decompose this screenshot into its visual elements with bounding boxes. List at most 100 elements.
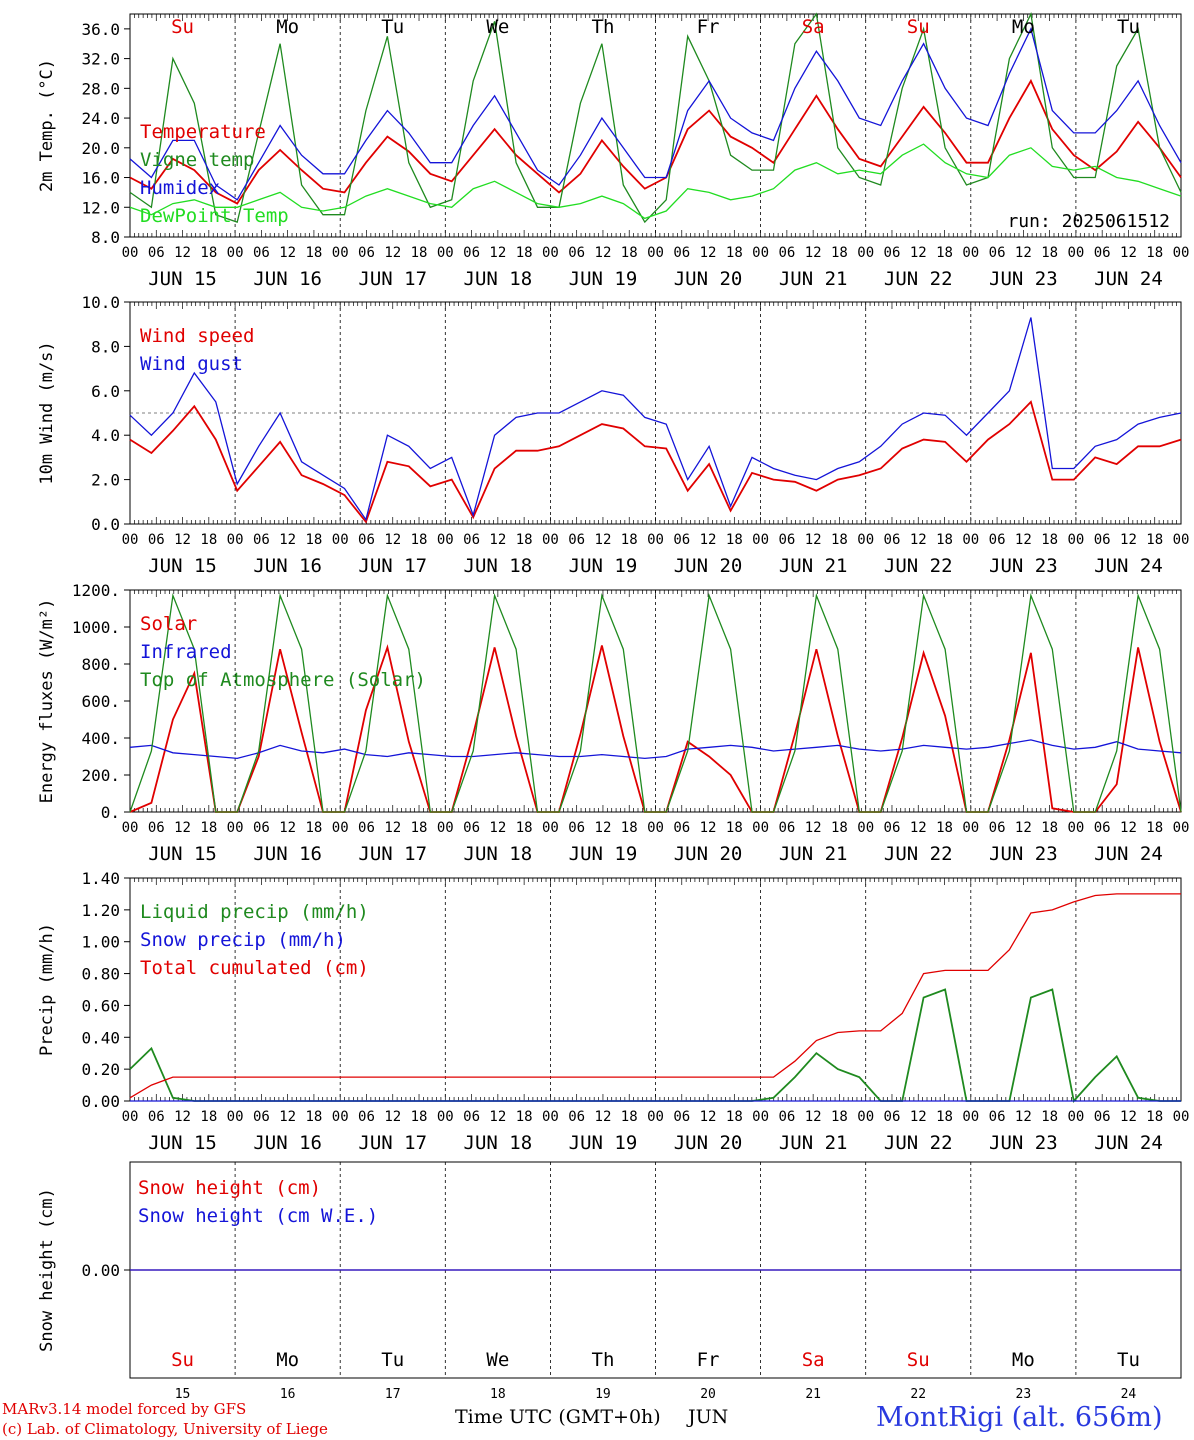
panel-1-xtick-label: 12 [1120,532,1137,548]
panel-1-date-label: JUN 16 [253,555,322,577]
panel-2-date-label: JUN 17 [358,843,427,865]
day-name-bottom: Su [171,1349,194,1371]
day-name-bottom: Tu [1117,1349,1140,1371]
panel-2-legend-0: Solar [140,613,197,635]
panel-0-xtick-label: 18 [200,245,217,261]
panel-3-date-label: JUN 20 [674,1132,743,1154]
panel-2-xtick-label: 18 [516,820,533,836]
x-axis-title: Time UTC (GMT+0h) [455,1406,661,1428]
panel-3-date-label: JUN 17 [358,1132,427,1154]
panel-2-ytick-label: 800. [81,655,120,674]
panel-1-legend-0: Wind speed [140,325,254,347]
panel-0-xtick-label: 00 [752,245,769,261]
panel-2-xtick-label: 00 [542,820,559,836]
day-name-bottom: Tu [381,1349,404,1371]
panel-1-xtick-label: 00 [752,532,769,548]
panel-1-xtick-label: 18 [621,532,638,548]
panel-1-xtick-label: 06 [778,532,795,548]
panel-1-xtick-label: 06 [989,532,1006,548]
panel-2-series-2 [129,592,1182,813]
panel-1-xtick-label: 00 [962,532,979,548]
panel-3-xtick-label: 18 [516,1109,533,1125]
panel-1-xtick-label: 18 [1146,532,1163,548]
panel-3-xtick-label: 18 [411,1109,428,1125]
panel-2-xtick-label: 12 [279,820,296,836]
panel-1-xtick-label: 00 [647,532,664,548]
panel-3-xtick-label: 18 [621,1109,638,1125]
panel-2-ytick-label: 200. [81,766,120,785]
panel-2-date-label: JUN 18 [464,843,533,865]
day-name-bottom: Th [592,1349,615,1371]
credit-line-1: MARv3.14 model forced by GFS [2,1400,247,1418]
panel-0-xtick-label: 18 [1146,245,1163,261]
panel-3-xtick-label: 12 [700,1109,717,1125]
panel-0-xtick-label: 18 [516,245,533,261]
panel-1-xtick-label: 06 [673,532,690,548]
panel-2-date-label: JUN 19 [569,843,638,865]
panel-0-xtick-label: 12 [384,245,401,261]
x-axis-month: JUN [688,1406,729,1428]
panel-3-xtick-label: 06 [358,1109,375,1125]
panel-3-xtick-label: 12 [279,1109,296,1125]
panel-3-xtick-label: 00 [437,1109,454,1125]
panel-2-xtick-label: 18 [1146,820,1163,836]
panel-0-xtick-label: 06 [463,245,480,261]
panel-1-xtick-label: 18 [411,532,428,548]
panel-1-xtick-label: 00 [122,532,139,548]
day-name-bottom: Fr [697,1349,720,1371]
panel-2-xtick-label: 12 [805,820,822,836]
panel-1-xtick-label: 18 [831,532,848,548]
panel-1-xtick-label: 12 [595,532,612,548]
panel-0-date-label: JUN 17 [358,268,427,290]
panel-1-xtick-label: 06 [568,532,585,548]
panel-3-ytick-label: 1.00 [81,933,120,952]
panel-2-xtick-label: 06 [463,820,480,836]
day-name-top: Su [171,16,194,38]
panel-3-ytick-label: 1.40 [81,869,120,888]
panel-1-ytick-label: 8.0 [91,337,120,356]
panel-3-date-label: JUN 18 [464,1132,533,1154]
panel-2-xtick-label: 00 [1067,820,1084,836]
panel-2-xtick-label: 06 [1094,820,1111,836]
panel-1-xtick-label: 00 [1067,532,1084,548]
panel-1-xtick-label: 06 [358,532,375,548]
panel-0-series-1 [129,11,1182,224]
panel-2-xtick-label: 12 [489,820,506,836]
panel-3-xtick-label: 00 [857,1109,874,1125]
panel-2-xtick-label: 00 [647,820,664,836]
panel-3-xtick-label: 12 [910,1109,927,1125]
panel-2-series-1 [129,739,1182,760]
panel-2-xtick-label: 06 [884,820,901,836]
panel-2-xtick-label: 06 [673,820,690,836]
panel-0-ytick-label: 28.0 [81,79,120,98]
panel-1-date-label: JUN 21 [779,555,848,577]
panel-0-xtick-label: 12 [910,245,927,261]
panel-2-ytick-label: 0. [101,803,120,822]
day-name-top: Fr [697,16,720,38]
panel-1-date-label: JUN 22 [884,555,953,577]
panel-0-series-0 [129,78,1182,205]
panel-1-date-label: JUN 17 [358,555,427,577]
panel-3-date-label: JUN 24 [1094,1132,1163,1154]
panel-0-xtick-label: 18 [305,245,322,261]
panel-1-xtick-label: 06 [884,532,901,548]
day-name-top: Su [907,16,930,38]
panel-2-xtick-label: 00 [227,820,244,836]
panel-3-xtick-label: 12 [384,1109,401,1125]
panel-1-xtick-label: 18 [1041,532,1058,548]
panel-3-date-label: JUN 22 [884,1132,953,1154]
panel-2-xtick-label: 06 [253,820,270,836]
panel-2-xtick-label: 18 [831,820,848,836]
panel-2-xtick-label: 12 [595,820,612,836]
panel-2-xtick-label: 18 [200,820,217,836]
panel-0-ytick-label: 20.0 [81,139,120,158]
panel-3-date-label: JUN 21 [779,1132,848,1154]
panel-3-date-label: JUN 19 [569,1132,638,1154]
panel-0-xtick-label: 18 [621,245,638,261]
panel-2-date-label: JUN 21 [779,843,848,865]
panel-1-xtick-label: 00 [857,532,874,548]
day-name-bottom: We [486,1349,509,1371]
panel-1-legend-1: Wind gust [140,353,243,375]
panel-0-date-label: JUN 22 [884,268,953,290]
panel-2-xtick-label: 00 [122,820,139,836]
